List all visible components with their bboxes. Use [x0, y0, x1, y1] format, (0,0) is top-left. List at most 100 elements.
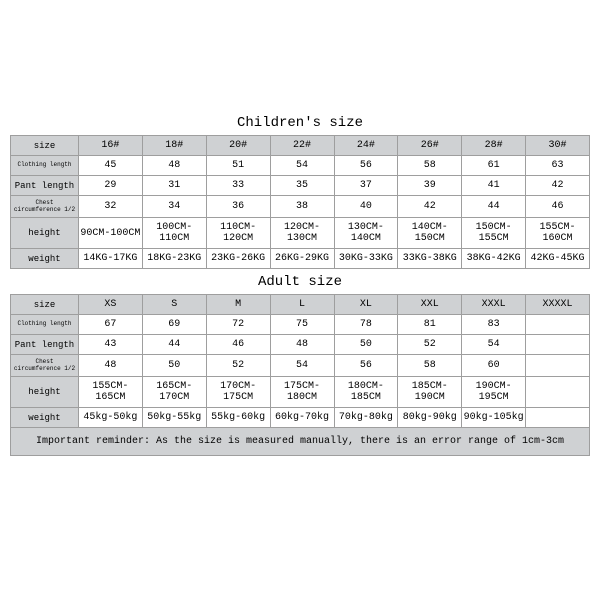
- cell: 67: [79, 315, 143, 335]
- cell: 110CM-120CM: [206, 218, 270, 249]
- col-header: XXXL: [462, 295, 526, 315]
- cell: 33: [206, 176, 270, 196]
- cell: 37: [334, 176, 398, 196]
- cell: 83: [462, 315, 526, 335]
- cell: 54: [462, 335, 526, 355]
- cell: 35: [270, 176, 334, 196]
- cell: 165CM-170CM: [142, 377, 206, 408]
- col-header: XL: [334, 295, 398, 315]
- cell: 56: [334, 355, 398, 377]
- cell: 100CM-110CM: [142, 218, 206, 249]
- col-header: 30#: [526, 136, 590, 156]
- cell: 42: [398, 196, 462, 218]
- cell: [526, 377, 590, 408]
- cell: 44: [142, 335, 206, 355]
- cell: 38KG-42KG: [462, 249, 526, 269]
- cell: 45kg-50kg: [79, 408, 143, 428]
- cell: 180CM-185CM: [334, 377, 398, 408]
- row-label: weight: [11, 249, 79, 269]
- children-size-table: size16#18#20#22#24#26#28#30#Clothing len…: [10, 135, 590, 269]
- cell: 60: [462, 355, 526, 377]
- col-header: XXXXL: [526, 295, 590, 315]
- cell: 14KG-17KG: [79, 249, 143, 269]
- col-header: 28#: [462, 136, 526, 156]
- cell: 44: [462, 196, 526, 218]
- cell: [526, 408, 590, 428]
- cell: 18KG-23KG: [142, 249, 206, 269]
- cell: 54: [270, 156, 334, 176]
- cell: 43: [79, 335, 143, 355]
- col-header: 26#: [398, 136, 462, 156]
- row-label: Chest circumference 1/2: [11, 355, 79, 377]
- col-header: L: [270, 295, 334, 315]
- row-label: height: [11, 218, 79, 249]
- cell: 46: [206, 335, 270, 355]
- cell: [526, 335, 590, 355]
- cell: 39: [398, 176, 462, 196]
- cell: 50kg-55kg: [142, 408, 206, 428]
- col-header: 16#: [79, 136, 143, 156]
- cell: 31: [142, 176, 206, 196]
- col-header: M: [206, 295, 270, 315]
- col-header: 18#: [142, 136, 206, 156]
- col-header: 20#: [206, 136, 270, 156]
- cell: 40: [334, 196, 398, 218]
- cell: 33KG-38KG: [398, 249, 462, 269]
- row-label: height: [11, 377, 79, 408]
- cell: 175CM-180CM: [270, 377, 334, 408]
- cell: 55kg-60kg: [206, 408, 270, 428]
- cell: 70kg-80kg: [334, 408, 398, 428]
- cell: 120CM-130CM: [270, 218, 334, 249]
- cell: 29: [79, 176, 143, 196]
- cell: 48: [270, 335, 334, 355]
- cell: 42KG-45KG: [526, 249, 590, 269]
- row-label-size: size: [11, 295, 79, 315]
- cell: 140CM-150CM: [398, 218, 462, 249]
- cell: 48: [142, 156, 206, 176]
- cell: 63: [526, 156, 590, 176]
- cell: 170CM-175CM: [206, 377, 270, 408]
- col-header: XXL: [398, 295, 462, 315]
- cell: 46: [526, 196, 590, 218]
- cell: 150CM-155CM: [462, 218, 526, 249]
- cell: 90kg-105kg: [462, 408, 526, 428]
- cell: 72: [206, 315, 270, 335]
- row-label: Clothing length: [11, 315, 79, 335]
- row-label: weight: [11, 408, 79, 428]
- cell: 58: [398, 156, 462, 176]
- cell: 185CM-190CM: [398, 377, 462, 408]
- cell: 30KG-33KG: [334, 249, 398, 269]
- row-label: Clothing length: [11, 156, 79, 176]
- cell: 78: [334, 315, 398, 335]
- adult-title: Adult size: [10, 274, 590, 290]
- cell: 26KG-29KG: [270, 249, 334, 269]
- row-label: Chest circumference 1/2: [11, 196, 79, 218]
- cell: 41: [462, 176, 526, 196]
- cell: 130CM-140CM: [334, 218, 398, 249]
- cell: 155CM-165CM: [79, 377, 143, 408]
- cell: 42: [526, 176, 590, 196]
- cell: 23KG-26KG: [206, 249, 270, 269]
- cell: 51: [206, 156, 270, 176]
- row-label: Pant length: [11, 176, 79, 196]
- cell: 50: [142, 355, 206, 377]
- cell: 80kg-90kg: [398, 408, 462, 428]
- cell: 60kg-70kg: [270, 408, 334, 428]
- cell: 38: [270, 196, 334, 218]
- adult-size-table: sizeXSSMLXLXXLXXXLXXXXLClothing length67…: [10, 294, 590, 428]
- children-title: Children's size: [10, 115, 590, 131]
- col-header: S: [142, 295, 206, 315]
- cell: 52: [206, 355, 270, 377]
- cell: 48: [79, 355, 143, 377]
- cell: 75: [270, 315, 334, 335]
- row-label-size: size: [11, 136, 79, 156]
- cell: 81: [398, 315, 462, 335]
- cell: 54: [270, 355, 334, 377]
- row-label: Pant length: [11, 335, 79, 355]
- col-header: 22#: [270, 136, 334, 156]
- cell: 52: [398, 335, 462, 355]
- cell: [526, 355, 590, 377]
- cell: 69: [142, 315, 206, 335]
- cell: 34: [142, 196, 206, 218]
- cell: [526, 315, 590, 335]
